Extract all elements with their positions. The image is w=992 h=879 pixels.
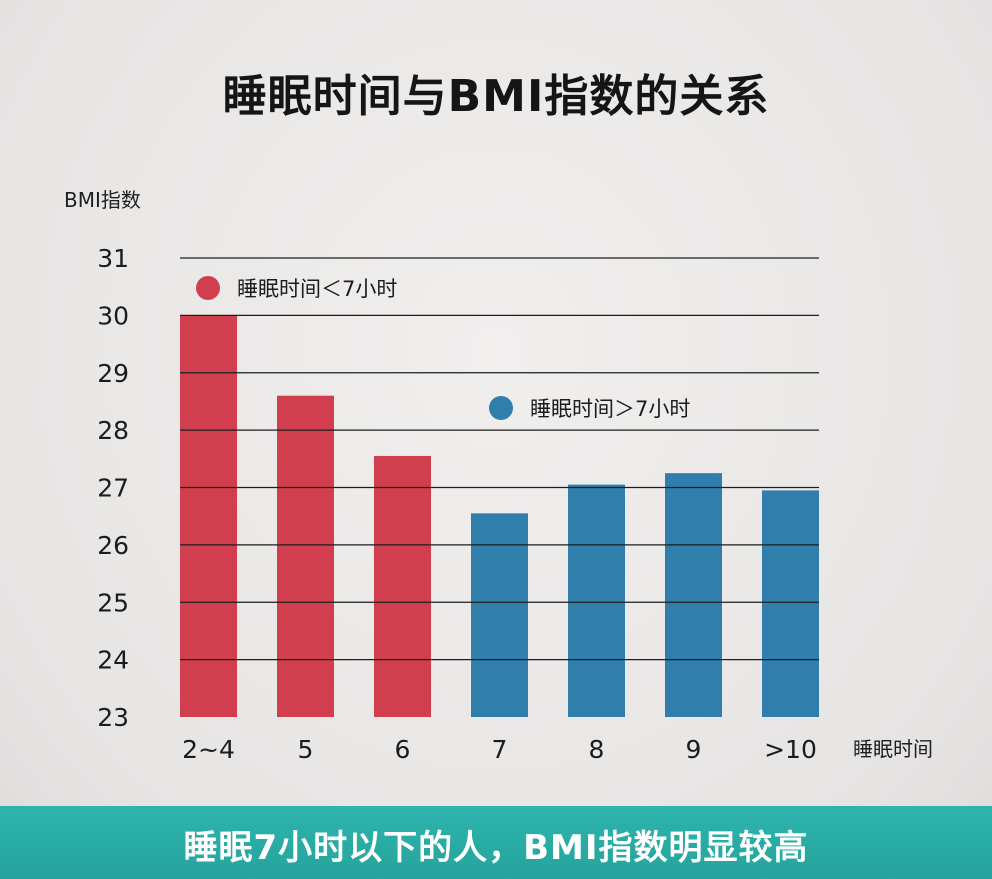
y-tick-label: 24 bbox=[97, 646, 129, 675]
bar-2 bbox=[374, 455, 431, 717]
x-tick-label: 2~4 bbox=[182, 735, 235, 764]
bar-chart: 23 24 25 26 27 28 29 30 31 2~4 5 6 7 8 9 >10 睡眠时间＜7小时睡眠时… bbox=[97, 244, 819, 764]
y-tick-label: 30 bbox=[97, 301, 129, 330]
chart-title: 睡眠时间与BMI指数的关系 bbox=[222, 71, 770, 122]
legend-marker-long bbox=[489, 396, 513, 420]
y-axis-label: BMI指数 bbox=[64, 188, 141, 212]
y-tick-label: 31 bbox=[97, 244, 129, 273]
y-tick-label: 27 bbox=[97, 474, 129, 503]
y-tick-label: 23 bbox=[97, 703, 129, 732]
legend-label-short: 睡眠时间＜7小时 bbox=[237, 277, 397, 301]
bar-5 bbox=[665, 473, 722, 717]
legend-marker-short bbox=[196, 276, 220, 300]
x-tick-label: 5 bbox=[298, 735, 314, 764]
y-tick-label: 25 bbox=[97, 588, 129, 617]
y-tick-label: 28 bbox=[97, 416, 129, 445]
x-tick-label: 9 bbox=[686, 735, 702, 764]
x-tick-label: 7 bbox=[492, 735, 508, 764]
legend-label-long: 睡眠时间＞7小时 bbox=[530, 397, 690, 421]
x-tick-label: 6 bbox=[395, 735, 411, 764]
y-tick-label: 29 bbox=[97, 359, 129, 388]
bar-0 bbox=[180, 315, 237, 717]
bar-1 bbox=[277, 395, 334, 717]
bar-3 bbox=[471, 513, 528, 717]
footer-conclusion: 睡眠7小时以下的人，BMI指数明显较高 bbox=[183, 828, 809, 868]
bar-6 bbox=[762, 490, 819, 717]
x-axis-label: 睡眠时间 bbox=[853, 737, 933, 761]
y-tick-label: 26 bbox=[97, 531, 129, 560]
x-tick-label: 8 bbox=[589, 735, 605, 764]
bar-4 bbox=[568, 484, 625, 717]
x-tick-label: >10 bbox=[764, 735, 817, 764]
footer-banner: 睡眠7小时以下的人，BMI指数明显较高 bbox=[0, 806, 992, 879]
